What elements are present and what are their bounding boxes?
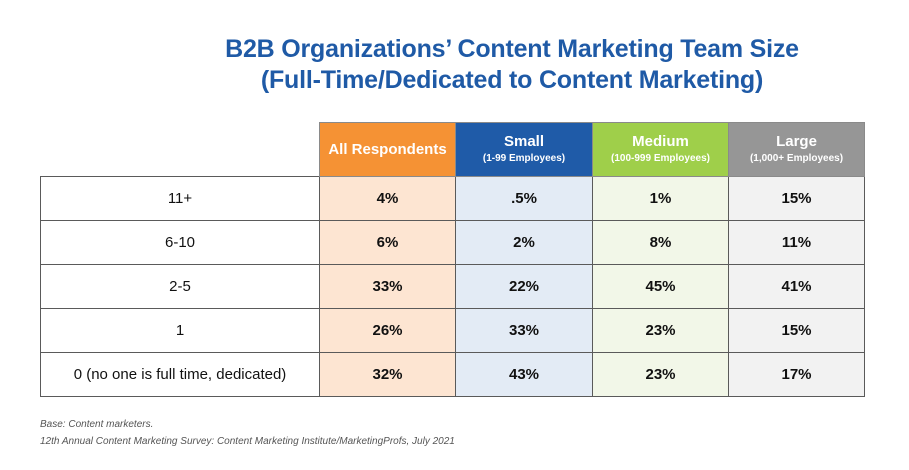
header-label: Medium <box>632 132 689 150</box>
row-label: 2-5 <box>40 264 320 309</box>
table-row: 2-5 33% 22% 45% 41% <box>40 264 865 309</box>
cell-medium: 1% <box>592 176 729 221</box>
cell-large: 15% <box>728 176 865 221</box>
table-row: 0 (no one is full time, dedicated) 32% 4… <box>40 352 865 397</box>
footnotes: Base: Content marketers. 12th Annual Con… <box>40 416 455 450</box>
cell-medium: 8% <box>592 220 729 265</box>
header-sublabel: (1,000+ Employees) <box>749 152 844 164</box>
header-row: All Respondents Small (1-99 Employees) M… <box>40 122 865 177</box>
header-label: Small <box>503 132 545 150</box>
cell-small: .5% <box>455 176 593 221</box>
header-sublabel: (1-99 Employees) <box>482 152 566 164</box>
header-label: Large <box>776 132 817 150</box>
cell-small: 43% <box>455 352 593 397</box>
row-label: 0 (no one is full time, dedicated) <box>40 352 320 397</box>
cell-all-respondents: 32% <box>319 352 456 397</box>
base-note: Base: Content marketers. <box>40 419 154 430</box>
header-corner <box>40 122 320 177</box>
cell-all-respondents: 4% <box>319 176 456 221</box>
header-label: All Respondents <box>328 140 447 158</box>
row-label: 1 <box>40 308 320 353</box>
cell-medium: 23% <box>592 308 729 353</box>
cell-all-respondents: 26% <box>319 308 456 353</box>
cell-all-respondents: 6% <box>319 220 456 265</box>
row-label: 11+ <box>40 176 320 221</box>
title-line-2: (Full-Time/Dedicated to Content Marketin… <box>260 66 764 94</box>
cell-large: 15% <box>728 308 865 353</box>
title-line-1: B2B Organizations’ Content Marketing Tea… <box>225 35 799 63</box>
cell-large: 17% <box>728 352 865 397</box>
table-row: 11+ 4% .5% 1% 15% <box>40 176 865 221</box>
header-all-respondents: All Respondents <box>319 122 456 177</box>
cell-small: 22% <box>455 264 593 309</box>
cell-medium: 45% <box>592 264 729 309</box>
chart-title: B2B Organizations’ Content Marketing Tea… <box>0 34 909 96</box>
table-row: 1 26% 33% 23% 15% <box>40 308 865 353</box>
cell-large: 11% <box>728 220 865 265</box>
data-table: All Respondents Small (1-99 Employees) M… <box>40 122 865 397</box>
header-small: Small (1-99 Employees) <box>455 122 593 177</box>
source-note: 12th Annual Content Marketing Survey: Co… <box>40 436 455 447</box>
header-large: Large (1,000+ Employees) <box>728 122 865 177</box>
row-label: 6-10 <box>40 220 320 265</box>
header-medium: Medium (100-999 Employees) <box>592 122 729 177</box>
cell-small: 33% <box>455 308 593 353</box>
cell-small: 2% <box>455 220 593 265</box>
cell-all-respondents: 33% <box>319 264 456 309</box>
table-row: 6-10 6% 2% 8% 11% <box>40 220 865 265</box>
cell-large: 41% <box>728 264 865 309</box>
cell-medium: 23% <box>592 352 729 397</box>
header-sublabel: (100-999 Employees) <box>611 152 710 164</box>
